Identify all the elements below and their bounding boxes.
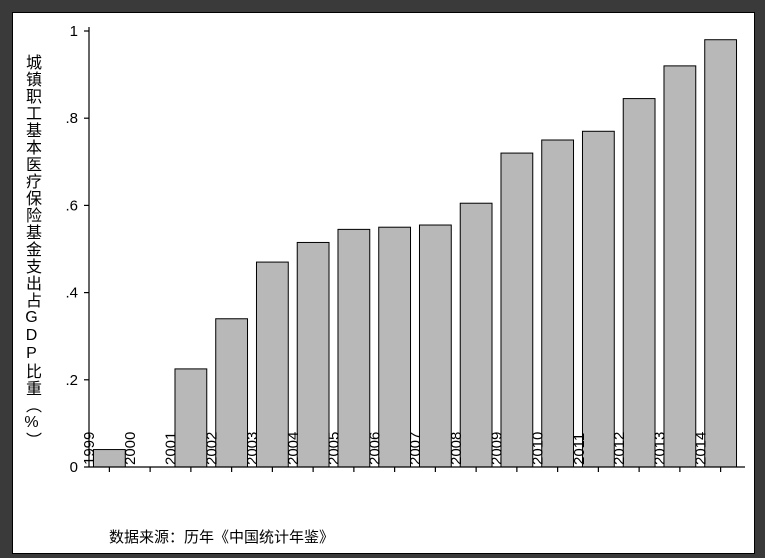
x-tick-label: 2011: [571, 433, 588, 465]
y-axis-label: 城镇职工基本医疗保险基金支出占GDP比重（%）: [19, 54, 43, 449]
x-tick-label: 2006: [366, 432, 383, 465]
source-note: 数据来源：历年《中国统计年鉴》: [109, 526, 334, 547]
x-tick-label: 2004: [285, 432, 302, 465]
bar-chart: 0 .2 .4 .6 .8 1 1999 2000 2001 2002 2003 2004 2005 2…: [13, 13, 752, 551]
bar: [705, 40, 737, 467]
x-tick-label: 2008: [448, 432, 465, 465]
x-tick-label: 2002: [203, 432, 220, 465]
x-tick-label: 2014: [692, 432, 709, 465]
x-tick-label: 2012: [611, 432, 628, 465]
bar: [338, 229, 370, 467]
x-tick-label: 1999: [81, 432, 98, 465]
bar: [216, 319, 248, 467]
bar: [623, 99, 655, 467]
bar: [256, 262, 288, 467]
bar: [542, 140, 574, 467]
y-axis: 0 .2 .4 .6 .8 1: [65, 23, 89, 476]
chart-card: 城镇职工基本医疗保险基金支出占GDP比重（%） 0 .2 .4 .6 .8 1 1999 2…: [12, 12, 755, 554]
x-tick-label: 2005: [326, 432, 343, 465]
y-tick-label: 0: [70, 459, 78, 476]
x-tick-label: 2003: [244, 432, 261, 465]
y-tick-label: .8: [65, 110, 78, 127]
x-tick-label: 2009: [489, 432, 506, 465]
bar: [664, 66, 696, 467]
bar: [460, 203, 492, 467]
bar: [419, 225, 451, 467]
y-tick-label: .6: [65, 197, 78, 214]
bar: [297, 242, 329, 467]
y-tick-label: .2: [65, 372, 78, 389]
x-tick-label: 2013: [652, 432, 669, 465]
bar: [379, 227, 411, 467]
y-tick-label: 1: [70, 23, 78, 40]
bar: [93, 450, 125, 467]
y-tick-label: .4: [65, 285, 78, 302]
x-tick-label: 2000: [122, 432, 139, 465]
bar: [501, 153, 533, 467]
x-tick-label: 2001: [163, 432, 180, 465]
plot-area: [93, 40, 736, 467]
outer-frame: 城镇职工基本医疗保险基金支出占GDP比重（%） 0 .2 .4 .6 .8 1 1999 2…: [0, 0, 765, 558]
bar: [582, 131, 614, 467]
x-tick-label: 2007: [407, 432, 424, 465]
bar: [175, 369, 207, 467]
x-tick-label: 2010: [529, 432, 546, 465]
